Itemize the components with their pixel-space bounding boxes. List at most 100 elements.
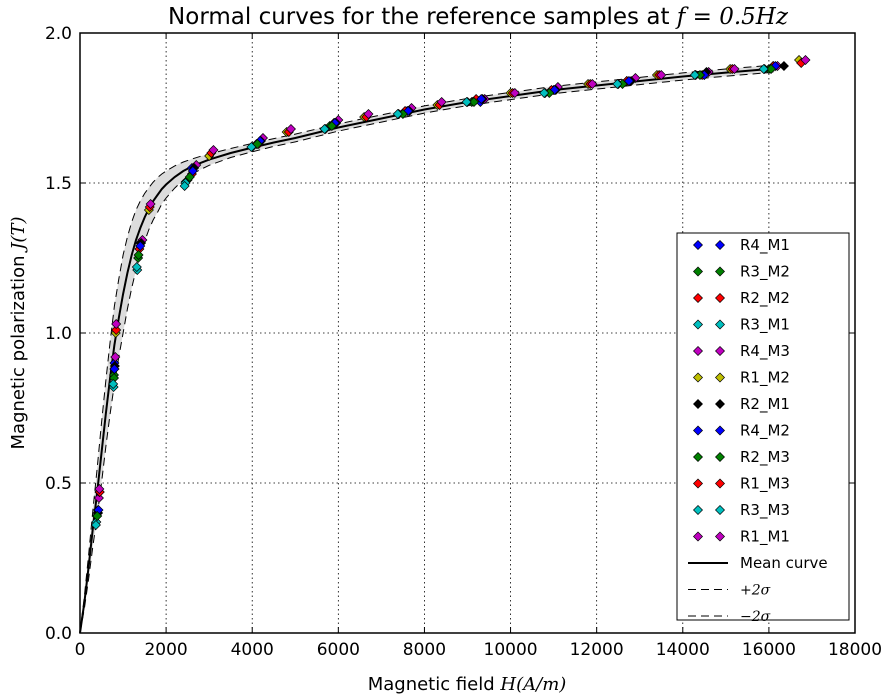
sigma-band-fill (80, 63, 778, 633)
y-tick-label: 2.0 (45, 24, 72, 44)
data-point-r2-m3 (326, 121, 337, 131)
data-point-r1-m1 (208, 145, 219, 155)
curves (79, 63, 778, 634)
legend-label: R1_M1 (740, 528, 790, 547)
title-text: Normal curves for the reference samples … (168, 4, 677, 30)
data-point-r2-m3 (468, 97, 479, 107)
x-tick-label: 12000 (570, 640, 624, 660)
sigma-band (80, 63, 778, 633)
legend-label: −2σ (740, 609, 771, 625)
data-point-r2-m1 (778, 61, 789, 71)
data-point-r3-m3 (131, 262, 142, 272)
data-point-r4-m3 (93, 493, 104, 503)
x-tick-label: 8000 (403, 640, 446, 660)
legend-marker (715, 240, 725, 250)
data-point-r1-m1 (436, 97, 447, 107)
data-point-r1-m1 (509, 88, 520, 98)
legend-marker (715, 293, 725, 303)
y-tick-label: 0.0 (45, 624, 72, 644)
data-point-r2-m3 (766, 64, 777, 74)
x-axis-label: Magnetic field H(A/m) (368, 674, 567, 695)
legend-marker (715, 505, 725, 515)
data-point-r4-m2 (135, 241, 146, 251)
data-point-r2-m3 (184, 172, 195, 182)
legend-label: R3_M3 (740, 501, 790, 520)
data-point-r1-m3 (111, 325, 122, 335)
legend-label: R2_M3 (740, 448, 790, 467)
legend-marker (693, 425, 703, 436)
legend-label: R3_M2 (740, 263, 790, 282)
title-math: f = 0.5Hz (675, 4, 789, 30)
data-point-r1-m1 (285, 124, 296, 134)
x-tick-label: 14000 (656, 640, 710, 660)
x-tick-label: 0 (75, 640, 86, 660)
legend-marker (693, 452, 703, 462)
data-point-r2-m3 (92, 511, 103, 521)
y-tick-label: 0.5 (45, 474, 72, 494)
data-point-r1-m1 (729, 64, 740, 74)
y-tick-label: 1.0 (45, 324, 72, 344)
x-tick-label: 6000 (317, 640, 360, 660)
data-point-r3-m3 (108, 379, 119, 389)
chart-title: Normal curves for the reference samples … (168, 4, 789, 30)
data-point-r1-m1 (111, 319, 122, 329)
y-tick-label: 1.5 (45, 174, 72, 194)
minus-2sigma-curve (79, 70, 778, 634)
data-point-r3-m3 (461, 97, 472, 107)
legend-label: R1_M2 (740, 369, 790, 388)
x-tick-label: 2000 (144, 640, 187, 660)
data-point-r1-m1 (656, 70, 667, 80)
legend-marker (693, 478, 703, 489)
x-tick-label: 10000 (484, 640, 538, 660)
data-point-r3-m3 (246, 142, 257, 152)
legend-marker (715, 319, 725, 330)
legend-marker (693, 293, 703, 303)
legend-label: R3_M1 (740, 316, 790, 335)
legend-marker (693, 266, 703, 277)
legend-marker (715, 531, 725, 542)
plus-2sigma-curve (79, 63, 778, 634)
legend-label: +2σ (740, 583, 771, 599)
legend-marker (715, 399, 725, 409)
data-point-r3-m3 (689, 70, 700, 80)
axis-ticks: 0 2000 4000 6000 8000 10000 12000 14000 16000 180… (45, 24, 882, 660)
legend: R4_M1 R3_M2 R2_M2 R3_M1 R4_M3 R1_M2 R2_M1 R4_M2… (676, 232, 850, 625)
data-point-r4-m2 (476, 94, 487, 104)
data-point-r3-m3 (758, 64, 769, 74)
legend-marker (693, 319, 703, 330)
legend-marker (693, 399, 703, 409)
legend-marker (715, 478, 725, 489)
legend-marker (715, 452, 725, 462)
legend-marker (715, 425, 725, 436)
x-tick-label: 16000 (742, 640, 796, 660)
legend-box (676, 232, 850, 621)
data-point-r1-m1 (800, 55, 811, 65)
data-point-r3-m3 (392, 109, 403, 119)
mean-curve (79, 66, 778, 634)
legend-label: R4_M1 (740, 236, 790, 255)
legend-label: R1_M3 (740, 475, 790, 494)
data-point-r2-m3 (133, 250, 144, 260)
legend-marker (693, 505, 703, 515)
data-point-r1-m1 (94, 484, 105, 494)
y-axis-label: Magnetic polarization J(T) (8, 217, 29, 450)
x-tick-label: 4000 (231, 640, 274, 660)
legend-marker (693, 240, 703, 250)
legend-marker (715, 266, 725, 277)
legend-label: Mean curve (740, 554, 828, 572)
data-point-r1-m1 (587, 79, 598, 89)
data-point-r3-m3 (90, 520, 101, 530)
legend-marker (715, 372, 725, 383)
legend-label: R4_M3 (740, 342, 790, 361)
legend-marker (693, 346, 703, 356)
legend-marker (715, 346, 725, 356)
data-point-r1-m1 (145, 199, 156, 209)
data-point-r3-m3 (539, 88, 550, 98)
data-point-r3-m3 (179, 181, 190, 191)
data-markers (90, 55, 811, 530)
legend-marker (693, 372, 703, 383)
legend-label: R2_M1 (740, 395, 790, 414)
data-point-r3-m3 (612, 79, 623, 89)
legend-label: R2_M2 (740, 289, 790, 308)
